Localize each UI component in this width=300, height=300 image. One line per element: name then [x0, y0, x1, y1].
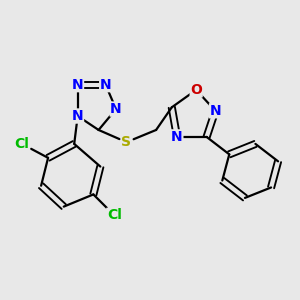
Text: O: O: [190, 83, 202, 97]
Text: N: N: [72, 78, 83, 92]
Text: N: N: [110, 102, 122, 116]
Text: N: N: [100, 78, 111, 92]
Text: Cl: Cl: [14, 137, 29, 151]
Text: Cl: Cl: [107, 208, 122, 222]
Text: N: N: [171, 130, 183, 144]
Text: S: S: [122, 135, 131, 149]
Text: N: N: [209, 104, 221, 118]
Text: N: N: [72, 109, 83, 123]
